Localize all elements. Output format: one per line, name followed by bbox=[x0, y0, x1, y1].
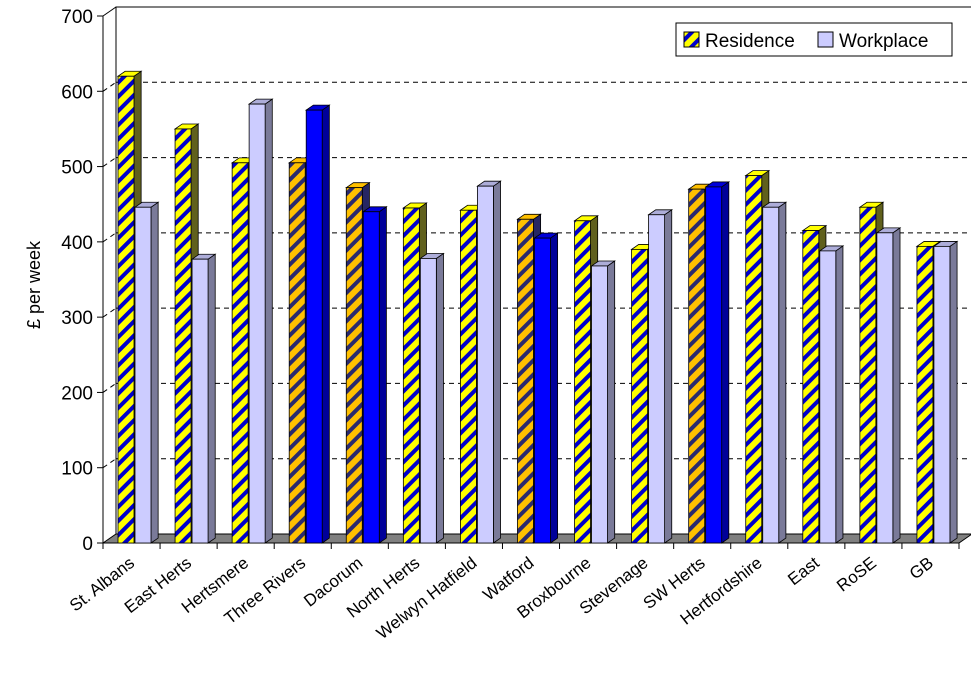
bar-residence-watford-front bbox=[517, 218, 534, 544]
bar-workplace-rose-side bbox=[892, 227, 901, 544]
bar-workplace-east-herts bbox=[190, 253, 217, 544]
bar-workplace-north-herts-side bbox=[435, 252, 444, 544]
bar-residence-east-front bbox=[802, 230, 820, 544]
bars bbox=[116, 70, 959, 544]
bar-workplace-east bbox=[818, 245, 845, 544]
y-tick-label: 500 bbox=[61, 158, 93, 179]
bar-residence-east-herts-front bbox=[174, 128, 192, 544]
bar-workplace-st-albans bbox=[133, 201, 160, 544]
legend-swatch-residence bbox=[683, 31, 700, 48]
x-tick-label: RoSE bbox=[833, 553, 880, 595]
gridline-diag bbox=[102, 157, 117, 167]
bar-workplace-three-rivers-side bbox=[321, 104, 330, 544]
x-tick-label: East bbox=[784, 553, 823, 589]
bar-workplace-broxbourne bbox=[590, 260, 616, 544]
y-tick-label: 600 bbox=[61, 82, 93, 103]
bar-residence-rose-front bbox=[859, 206, 877, 544]
bar-workplace-north-herts bbox=[419, 252, 445, 544]
bar-workplace-hertsmere-side bbox=[264, 98, 273, 544]
bar-residence-st-albans-front bbox=[117, 75, 135, 544]
y-tick-label: 700 bbox=[61, 7, 93, 28]
bar-workplace-welwyn-hatfield bbox=[476, 180, 502, 544]
bar-workplace-three-rivers bbox=[304, 104, 331, 544]
bar-workplace-sw-herts-side bbox=[721, 181, 730, 544]
bar-workplace-stevenage-side bbox=[664, 209, 673, 544]
legend-label-workplace: Workplace bbox=[839, 31, 928, 52]
bar-workplace-north-herts-front bbox=[419, 258, 437, 544]
bar-workplace-broxbourne-side bbox=[607, 260, 616, 544]
bar-workplace-dacorum-side bbox=[378, 206, 387, 544]
bar-workplace-broxbourne-front bbox=[591, 265, 608, 544]
bar-workplace-hertsmere bbox=[247, 98, 274, 544]
bar-residence-sw-herts-front bbox=[688, 188, 706, 544]
bar-workplace-hertfordshire-side bbox=[778, 201, 787, 544]
y-tick-labels: 0 100 200 300 400 500 600 700 bbox=[61, 7, 93, 555]
bar-workplace-welwyn-hatfield-front bbox=[476, 185, 494, 544]
bar-workplace-hertfordshire bbox=[761, 201, 788, 544]
bar-workplace-dacorum-front bbox=[362, 211, 380, 544]
bar-workplace-gb bbox=[932, 240, 959, 544]
plot-wall-outline bbox=[115, 6, 971, 534]
bar-workplace-dacorum bbox=[361, 206, 388, 544]
bar-residence-stevenage-front bbox=[631, 248, 648, 544]
bar-workplace-east-herts-front bbox=[191, 258, 209, 544]
bar-workplace-east-front bbox=[819, 250, 837, 544]
legend-box bbox=[675, 22, 953, 57]
y-axis-top-edge bbox=[102, 6, 117, 17]
bar-workplace-welwyn-hatfield-side bbox=[492, 180, 501, 544]
legend-label-residence: Residence bbox=[705, 31, 795, 52]
bar-residence-gb-front bbox=[916, 245, 934, 544]
bar-workplace-sw-herts bbox=[704, 181, 731, 544]
x-tick-label: Welwyn Hatfield bbox=[373, 553, 481, 643]
bar-residence-welwyn-hatfield-front bbox=[459, 209, 477, 544]
bar-workplace-gb-side bbox=[949, 240, 958, 544]
bar-workplace-gb-front bbox=[933, 245, 951, 544]
bar-workplace-east-side bbox=[835, 245, 844, 544]
bar-workplace-stevenage bbox=[647, 209, 674, 544]
bar-workplace-rose bbox=[875, 227, 902, 544]
y-axis-title: £ per week bbox=[24, 240, 44, 329]
bar-workplace-watford bbox=[533, 232, 559, 544]
bar-residence-broxbourne-front bbox=[574, 220, 591, 544]
bar-workplace-sw-herts-front bbox=[705, 186, 723, 544]
legend: Residence Workplace bbox=[675, 22, 953, 57]
bar-workplace-st-albans-side bbox=[150, 201, 159, 544]
gridline-diag bbox=[102, 307, 117, 318]
gridline-diag bbox=[102, 383, 117, 393]
bar-residence-hertfordshire-front bbox=[745, 175, 763, 544]
y-tick-label: 0 bbox=[82, 534, 93, 555]
gridline-diag bbox=[102, 232, 117, 243]
bar-residence-three-rivers-front bbox=[288, 162, 306, 544]
bar-workplace-east-herts-side bbox=[207, 253, 216, 544]
y-tick-label: 200 bbox=[61, 383, 93, 404]
y-tick-label: 300 bbox=[61, 308, 93, 329]
gridline-diag bbox=[102, 458, 117, 469]
y-tick-label: 100 bbox=[61, 459, 93, 480]
bar-residence-north-herts-front bbox=[402, 207, 420, 544]
bar-workplace-watford-front bbox=[534, 237, 551, 544]
bar-residence-hertsmere-front bbox=[231, 162, 249, 544]
bar-residence-dacorum-front bbox=[345, 187, 363, 544]
bar-workplace-st-albans-front bbox=[134, 206, 152, 544]
bar-workplace-stevenage-front bbox=[648, 214, 665, 544]
gridline-diag bbox=[102, 81, 117, 92]
bar-workplace-hertsmere-front bbox=[248, 103, 266, 544]
plot-back-wall bbox=[115, 6, 971, 534]
bar-workplace-rose-front bbox=[876, 232, 894, 544]
bar-workplace-three-rivers-front bbox=[305, 109, 323, 544]
bar-workplace-hertfordshire-front bbox=[762, 206, 780, 544]
legend-swatch-workplace bbox=[817, 31, 834, 48]
x-tick-label: GB bbox=[906, 553, 937, 583]
y-tick-label: 400 bbox=[61, 233, 93, 254]
bar-workplace-watford-side bbox=[550, 232, 559, 544]
